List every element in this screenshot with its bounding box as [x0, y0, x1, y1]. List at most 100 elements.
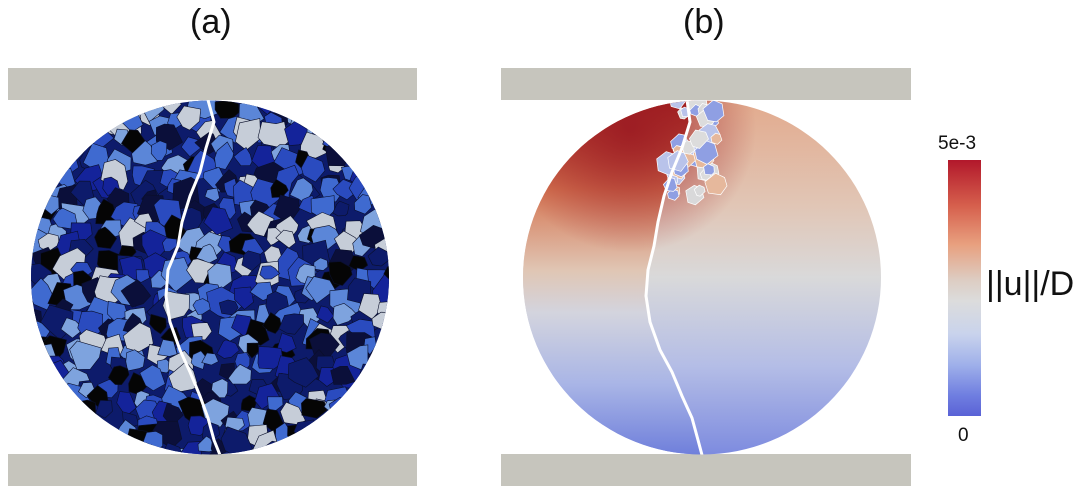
grain [197, 435, 216, 453]
grain [31, 168, 46, 186]
grain [338, 452, 358, 455]
grain [385, 112, 389, 145]
grain [203, 206, 233, 236]
grain [382, 415, 389, 445]
grain [120, 279, 152, 308]
grain [49, 104, 70, 122]
grain [274, 445, 301, 455]
grain [284, 121, 308, 146]
grain [340, 418, 361, 441]
grain [74, 446, 100, 455]
grain [301, 398, 328, 419]
grain [273, 100, 294, 116]
grain [388, 344, 389, 371]
panel-b-label: (b) [683, 3, 725, 41]
grain [36, 433, 69, 455]
grain [323, 399, 341, 415]
grain [233, 147, 253, 167]
grain [31, 450, 47, 455]
grain [313, 445, 335, 455]
grain [341, 443, 373, 455]
grain [95, 425, 113, 445]
grain [359, 434, 385, 455]
crack-line [644, 100, 704, 455]
grain [150, 140, 168, 161]
grain [284, 452, 303, 455]
grain [373, 357, 389, 380]
grain [149, 313, 167, 335]
grain [214, 100, 240, 119]
grain [369, 405, 389, 428]
grain [61, 129, 81, 153]
grain [363, 126, 389, 159]
grain [257, 346, 284, 370]
panel-b-displacement-disk [523, 100, 881, 455]
grain [119, 100, 144, 114]
grain [275, 229, 296, 249]
grain [293, 419, 319, 444]
grain [328, 397, 361, 426]
panel-a-bottom-plate [8, 454, 417, 486]
grain [332, 200, 350, 217]
grain [373, 100, 389, 123]
grain [316, 305, 335, 324]
panel-a-grain-disk [31, 100, 389, 455]
panel-b-top-plate [501, 68, 911, 100]
grain [220, 426, 253, 455]
grain [383, 263, 389, 284]
grain [305, 276, 336, 304]
grain [330, 365, 356, 385]
grain [77, 442, 100, 455]
grain [60, 317, 85, 339]
crack-fragment [703, 163, 715, 176]
grain [323, 437, 351, 455]
crack-line [164, 100, 222, 455]
grain [100, 100, 127, 124]
grain [358, 363, 380, 386]
grain [31, 175, 53, 195]
grain [74, 110, 99, 137]
grain [376, 368, 389, 393]
grain [81, 419, 103, 442]
grain [107, 365, 130, 386]
grain [139, 364, 166, 392]
grain [54, 410, 76, 432]
grain [298, 448, 322, 455]
grain [377, 142, 389, 167]
panel-a-label: (a) [190, 3, 232, 41]
grain [31, 371, 45, 393]
grain [367, 167, 389, 187]
crack-fragment [702, 100, 725, 123]
grain [187, 415, 208, 436]
grain [357, 113, 376, 136]
grain [95, 399, 113, 419]
grain [57, 100, 77, 119]
grain [346, 100, 362, 116]
panel-b-bottom-plate [501, 454, 911, 486]
grain [380, 407, 389, 430]
grain [135, 269, 150, 283]
grain [358, 406, 381, 428]
crack-fragment [710, 132, 723, 145]
grain [34, 400, 55, 422]
grain [31, 119, 47, 152]
grain [61, 434, 82, 455]
grain [278, 313, 304, 335]
grain [31, 384, 45, 402]
grain [42, 159, 66, 182]
grain [343, 137, 369, 163]
grain [316, 101, 349, 134]
grain [241, 250, 261, 272]
grain [69, 340, 102, 370]
grain [382, 168, 389, 200]
grain [374, 100, 389, 124]
grain [122, 322, 154, 353]
panel-a-top-plate [8, 68, 417, 100]
grain [227, 363, 252, 385]
grain [329, 117, 356, 139]
crack-fragment [693, 184, 706, 197]
grain [131, 140, 158, 166]
grain [216, 339, 240, 359]
grain [53, 406, 81, 433]
grain [105, 317, 129, 342]
